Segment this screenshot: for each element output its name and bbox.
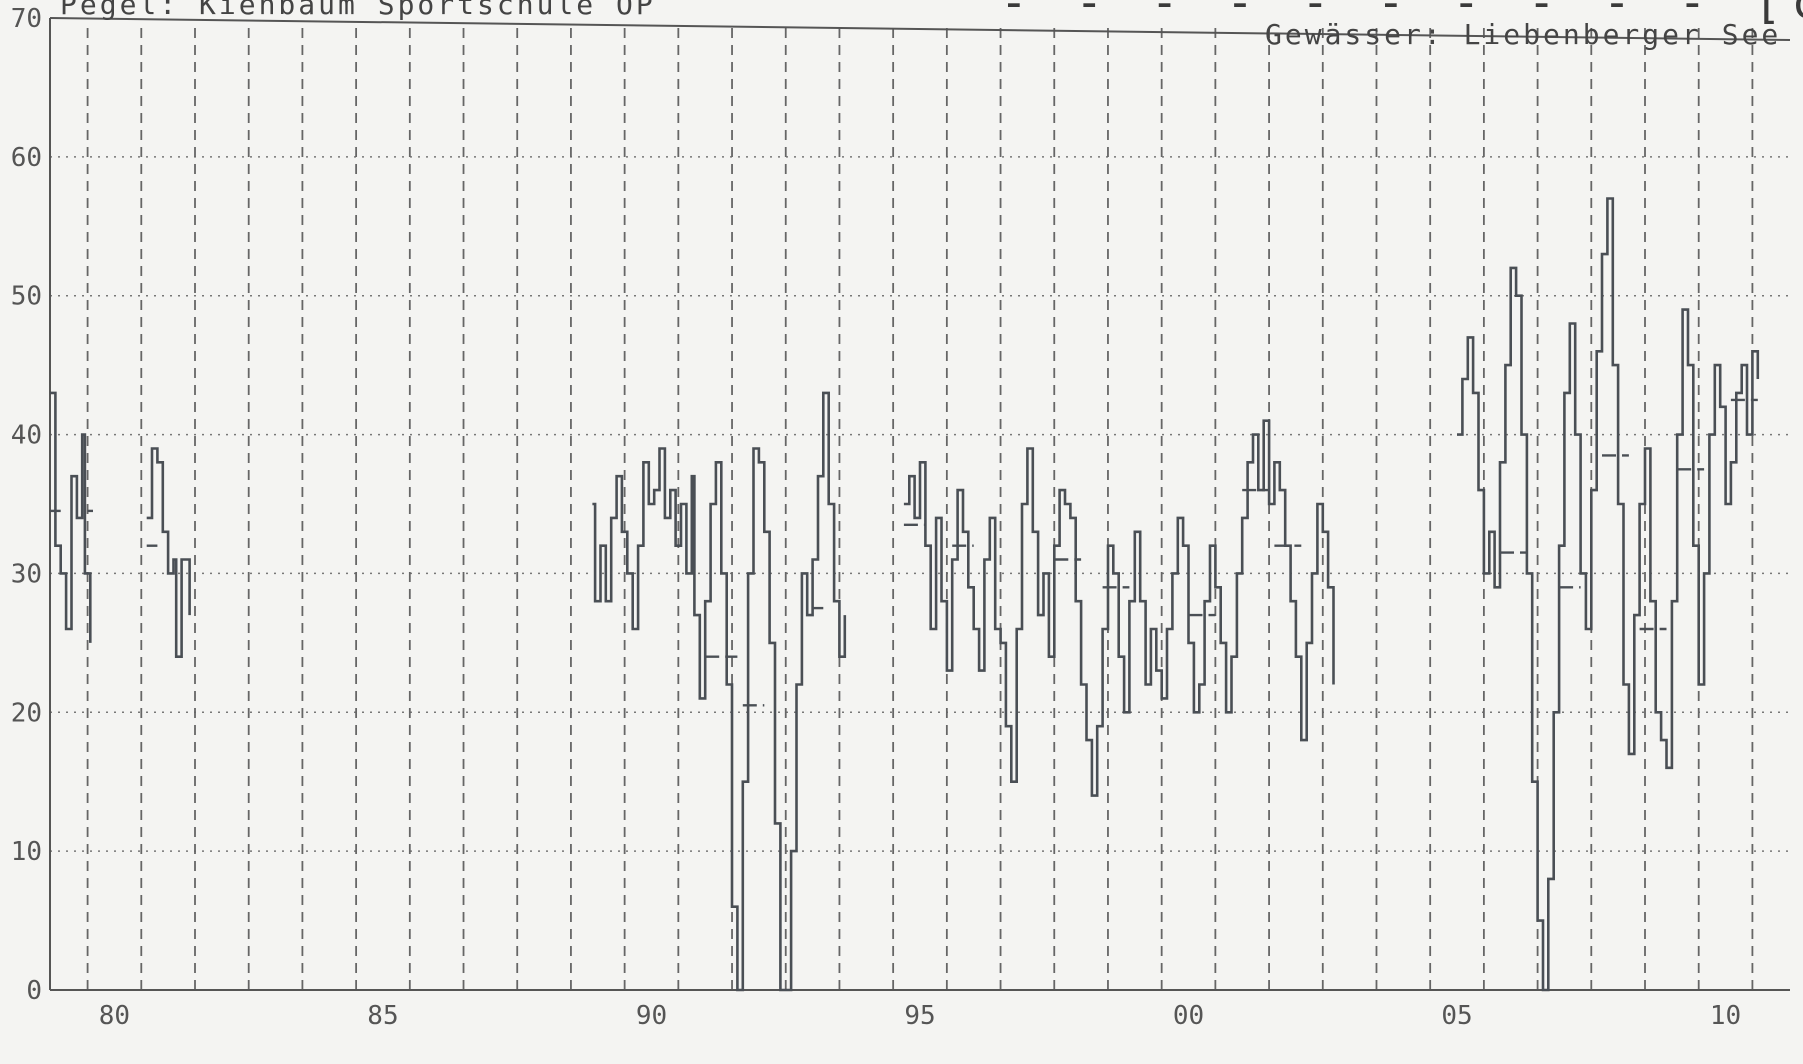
x-tick-label: 95 (904, 1001, 935, 1031)
x-tick-label: 10 (1710, 1001, 1741, 1031)
y-tick-label: 0 (26, 976, 42, 1006)
y-tick-label: 70 (11, 4, 42, 34)
vertical-gridlines (86, 28, 1754, 990)
gauge-label: Pegel: Kienbaum Sportschule OP (60, 0, 656, 21)
y-tick-label: 30 (11, 559, 42, 589)
chart-axes (49, 17, 1791, 991)
series-line-segment (592, 391, 847, 992)
y-tick-label: 10 (11, 837, 42, 867)
series-line-segment (146, 447, 191, 658)
x-tick-label: 85 (367, 1001, 398, 1031)
series-line-segment (50, 391, 92, 643)
water-body-label: Gewässer: Liebenberger See (1265, 18, 1781, 51)
series-line-segment (1457, 197, 1760, 992)
x-tick-label: 90 (636, 1001, 667, 1031)
y-tick-label: 50 (11, 282, 42, 312)
series-line-segment (903, 419, 1335, 797)
y-tick-label: 40 (11, 421, 42, 451)
x-tick-label: 00 (1173, 1001, 1204, 1031)
y-tick-label: 20 (11, 698, 42, 728)
x-tick-labels: 80 85 90 95 00 05 10 (99, 1001, 1741, 1031)
series-group (50, 197, 1760, 992)
top-frame-line (49, 17, 1791, 41)
x-tick-label: 80 (99, 1001, 130, 1031)
y-tick-label: 60 (11, 143, 42, 173)
chart-title-fragment: - - - - - - - - - - [cm] (1000, 0, 1803, 29)
x-tick-label: 05 (1441, 1001, 1472, 1031)
y-tick-labels: 0 10 20 30 40 50 60 70 (11, 4, 42, 1006)
